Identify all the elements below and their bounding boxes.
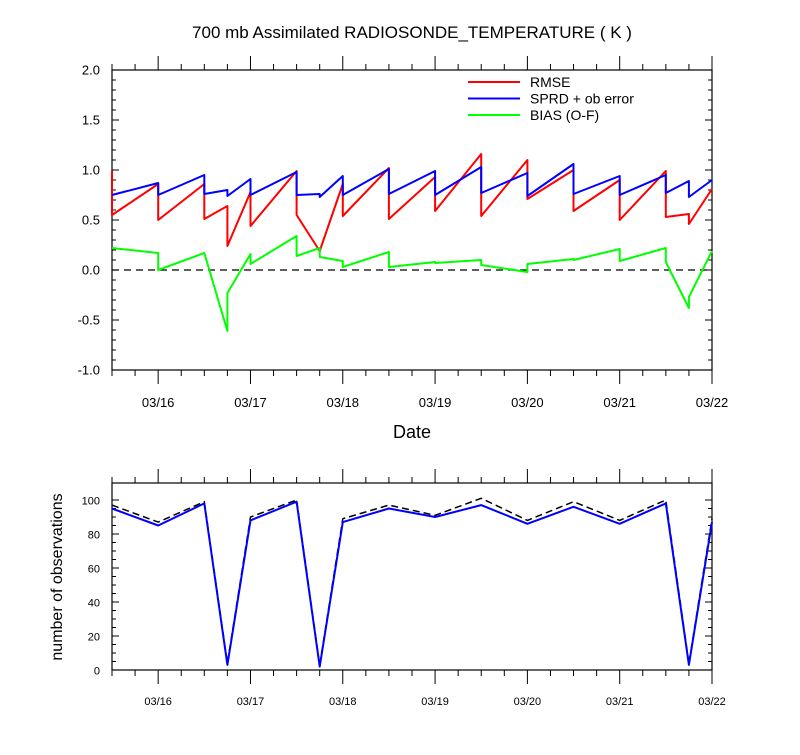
top-panel: Date -1.0 -0.5 0.0 0.5 1.0 1.5 2.0 03/16 03/17 03… xyxy=(78,56,729,442)
legend-label: RMSE xyxy=(530,74,570,90)
bottom-y-tick-label: 20 xyxy=(88,632,100,644)
top-y-tick-label: 0.5 xyxy=(82,213,100,228)
top-y-tick-label: -1.0 xyxy=(78,363,100,378)
top-x-tick-label: 03/16 xyxy=(142,395,175,410)
bottom-x-tick-label: 03/17 xyxy=(237,696,265,708)
bottom-x-tick-label: 03/18 xyxy=(329,696,357,708)
bottom-y-tick-label: 100 xyxy=(82,496,100,508)
bottom-y-axis-label: number of observations xyxy=(49,493,66,660)
top-x-tick-label: 03/22 xyxy=(696,395,729,410)
bottom-x-tick-label: 03/19 xyxy=(421,696,449,708)
top-y-tick-label: 2.0 xyxy=(82,63,100,78)
top-y-tick-label: 1.0 xyxy=(82,163,100,178)
top-x-tick-label: 03/18 xyxy=(326,395,359,410)
top-x-tick-label: 03/19 xyxy=(419,395,452,410)
top-x-tick-label: 03/21 xyxy=(603,395,636,410)
bottom-y-tick-label: 80 xyxy=(88,530,100,542)
top-x-tick-label: 03/17 xyxy=(234,395,267,410)
bottom-x-tick-label: 03/22 xyxy=(698,696,726,708)
top-x-tick-label: 03/20 xyxy=(511,395,544,410)
top-series-bias-o-f xyxy=(111,235,713,332)
top-x-axis-label: Date xyxy=(393,422,431,442)
top-y-tick-label: 0.0 xyxy=(82,263,100,278)
top-y-tick-label: 1.5 xyxy=(82,113,100,128)
bottom-x-tick-label: 03/20 xyxy=(514,696,542,708)
legend-label: BIAS (O-F) xyxy=(530,107,599,123)
bottom-x-tick-label: 03/16 xyxy=(144,696,172,708)
top-y-tick-label: -0.5 xyxy=(78,313,100,328)
top-series-sprd-ob-error xyxy=(111,163,713,198)
bottom-panel: number of observations 0 20 40 60 80 100 03/16… xyxy=(49,469,726,708)
bottom-y-tick-label: 60 xyxy=(88,564,100,576)
bottom-y-tick-label: 0 xyxy=(94,666,100,678)
bottom-y-tick-label: 40 xyxy=(88,598,100,610)
chart-title: 700 mb Assimilated RADIOSONDE_TEMPERATUR… xyxy=(192,23,632,42)
bottom-x-tick-label: 03/21 xyxy=(606,696,634,708)
legend-label: SPRD + ob error xyxy=(530,91,634,107)
bottom-series-used xyxy=(111,500,713,668)
